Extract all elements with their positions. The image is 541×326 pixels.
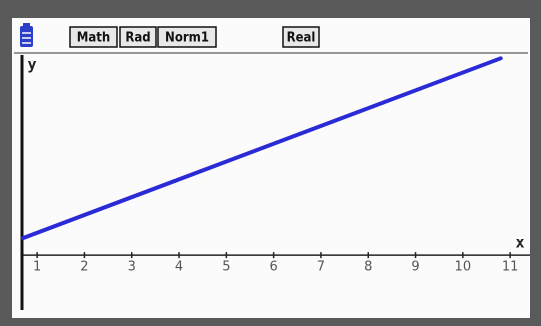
y-axis-label: y [27,56,36,74]
battery-icon [20,23,33,47]
x-tick-label: 3 [128,260,136,275]
x-tick-label: 4 [175,260,183,275]
page: MathRadNorm1Real1234567891011xy (() => {… [0,0,541,326]
status-label: Rad [125,31,150,46]
x-tick-label: 10 [455,260,472,275]
calculator-screen: Math Rad Norm1 Real 1 2 3 4 5 6 7 8 9 10 11 x y [0,0,541,326]
x-axis-label: x [515,234,524,252]
x-tick-label: 5 [222,260,230,275]
x-tick-label: 8 [364,260,372,275]
status-label: Math [77,31,110,46]
status-label: Norm1 [165,31,209,46]
x-tick-label: 9 [411,260,419,275]
x-tick-label: 2 [80,260,88,275]
x-tick-label: 1 [33,260,41,275]
x-tick-label: 11 [502,260,519,275]
status-label: Real [287,31,316,46]
x-tick-label: 7 [317,260,325,275]
x-tick-label: 6 [269,260,277,275]
